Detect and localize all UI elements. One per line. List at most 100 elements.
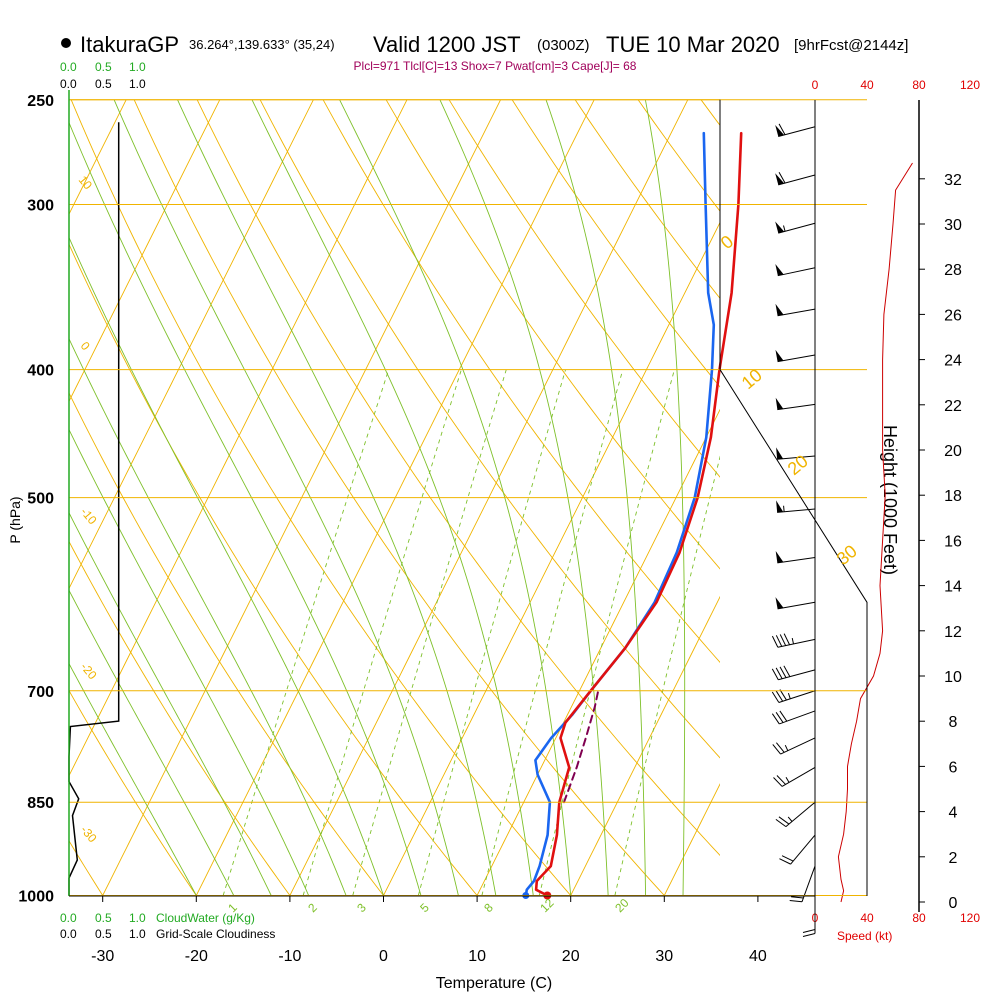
wind-barb bbox=[775, 550, 816, 564]
pressure-tick-label: 850 bbox=[27, 795, 54, 812]
wind-barb-half-feather bbox=[784, 745, 789, 751]
moist-adiabat-line bbox=[644, 99, 686, 896]
cloudiness-label: Grid-Scale Cloudiness bbox=[156, 927, 275, 941]
pressure-tick-label: 700 bbox=[27, 684, 54, 701]
wind-barb-staff bbox=[780, 737, 816, 755]
isotherm-line bbox=[69, 99, 221, 403]
cloud-top-black-2: 1.0 bbox=[129, 77, 146, 91]
wind-barb-staff bbox=[777, 638, 816, 648]
wind-barb-half-feather bbox=[787, 816, 793, 822]
height-axis-title: Height (1000 Feet) bbox=[880, 425, 900, 575]
moist-adiabat-line bbox=[545, 99, 647, 896]
wind-barb-pennant bbox=[775, 550, 784, 563]
dry-adiabat-line bbox=[385, 99, 720, 570]
cloud-bottom-green-0: 0.0 bbox=[60, 911, 77, 925]
wind-barb bbox=[775, 397, 816, 411]
wind-barb bbox=[775, 221, 816, 234]
moist-adiabat-line bbox=[69, 589, 235, 896]
dry-adiabat-line bbox=[69, 243, 478, 896]
valid-time: Valid 1200 JST bbox=[373, 32, 521, 57]
wind-barb bbox=[775, 303, 816, 317]
moist-adiabat-line bbox=[69, 662, 197, 896]
moist-adiabat-line bbox=[69, 337, 347, 896]
height-tick-label: 14 bbox=[944, 579, 962, 596]
height-tick-label: 8 bbox=[949, 714, 958, 731]
isotherm-line bbox=[570, 595, 720, 896]
utc-time: (0300Z) bbox=[537, 37, 590, 54]
speed-top-tick-2: 80 bbox=[912, 78, 926, 92]
dry-adiabat-line bbox=[259, 99, 720, 759]
wind-barb-half-feather bbox=[785, 776, 790, 783]
speed-top-tick-1: 40 bbox=[860, 78, 874, 92]
station-name: ItakuraGP bbox=[80, 32, 179, 57]
height-tick-label: 18 bbox=[944, 488, 962, 505]
height-tick-label: 12 bbox=[944, 624, 962, 641]
moist-adiabat-line bbox=[69, 428, 310, 896]
station-dot-icon bbox=[61, 38, 71, 48]
wind-barb-feather bbox=[771, 668, 779, 680]
station-coords: 36.264°,139.633° (35,24) bbox=[189, 37, 335, 52]
wind-barb bbox=[771, 689, 816, 703]
dry-adiabat-line bbox=[69, 689, 197, 896]
forecast-label: [9hrFcst@2144z] bbox=[794, 37, 908, 54]
wind-barb-staff bbox=[777, 557, 816, 564]
wind-barb-feather bbox=[779, 634, 787, 646]
wind-barb-staff bbox=[778, 690, 816, 703]
wind-barb-staff bbox=[790, 834, 816, 865]
height-tick-label: 32 bbox=[944, 172, 962, 189]
cloud-bottom-black-0: 0.0 bbox=[60, 927, 77, 941]
wind-barb-staff bbox=[781, 766, 816, 787]
wind-barb-feather bbox=[802, 933, 816, 937]
speed-bottom-tick-3: 120 bbox=[960, 911, 980, 925]
wind-barb-feather bbox=[778, 171, 786, 184]
wind-barb bbox=[775, 801, 816, 828]
wind-barb bbox=[776, 447, 816, 460]
cloud-top-green-0: 0.0 bbox=[60, 60, 77, 74]
wind-barb-feather bbox=[791, 896, 804, 899]
dry-adiabat-line bbox=[69, 392, 384, 896]
valid-date: TUE 10 Mar 2020 bbox=[606, 32, 780, 57]
dry-adiabat-line bbox=[70, 99, 572, 896]
speed-top-tick-0: 0 bbox=[812, 78, 819, 92]
moist-adiabat-line bbox=[69, 236, 384, 896]
height-tick-label: 16 bbox=[944, 533, 962, 550]
wind-barb-staff bbox=[777, 455, 816, 460]
wind-barb-feather bbox=[778, 816, 790, 825]
wind-barb-half-feather bbox=[787, 692, 791, 699]
wind-barb-feather bbox=[773, 777, 783, 787]
wind-layer bbox=[771, 123, 913, 937]
wind-barb-staff bbox=[779, 710, 816, 725]
wind-barb-pennant bbox=[775, 397, 784, 410]
cloud-bottom-black-2: 1.0 bbox=[129, 927, 146, 941]
wind-barb-feather bbox=[781, 855, 794, 862]
x-tick-label: -30 bbox=[91, 948, 114, 965]
wind-barb bbox=[775, 171, 816, 186]
wind-barb-feather bbox=[776, 775, 786, 785]
wind-barb bbox=[775, 263, 816, 277]
wind-barb bbox=[775, 349, 816, 363]
height-tick-label: 30 bbox=[944, 217, 962, 234]
x-tick-label: 40 bbox=[749, 948, 767, 965]
wind-barb bbox=[802, 895, 816, 937]
wind-barb-staff bbox=[777, 601, 816, 610]
wind-barb-feather bbox=[776, 742, 785, 753]
wind-barb-feather bbox=[775, 635, 783, 647]
moist-adiabat-line bbox=[69, 121, 422, 896]
wind-barb-pennant bbox=[776, 447, 784, 460]
dry-adiabat-line bbox=[69, 540, 291, 896]
diagram-right-border bbox=[719, 99, 868, 896]
wind-barb-half-feather bbox=[783, 225, 786, 232]
wind-barb-staff bbox=[785, 801, 816, 828]
wind-barb-feather bbox=[775, 712, 784, 723]
wind-barb-half-feather bbox=[791, 637, 794, 645]
wind-barb-feather bbox=[779, 666, 787, 678]
dry-adiabat-line bbox=[322, 99, 720, 664]
parcel-line bbox=[563, 689, 600, 804]
cloud-bottom-black-1: 0.5 bbox=[95, 927, 112, 941]
speed-top-tick-3: 120 bbox=[960, 78, 980, 92]
moist-adiabat-line bbox=[69, 511, 272, 896]
wind-barb bbox=[773, 766, 816, 787]
dry-adiabat-line bbox=[511, 99, 720, 388]
pressure-tick-label: 500 bbox=[27, 491, 54, 508]
